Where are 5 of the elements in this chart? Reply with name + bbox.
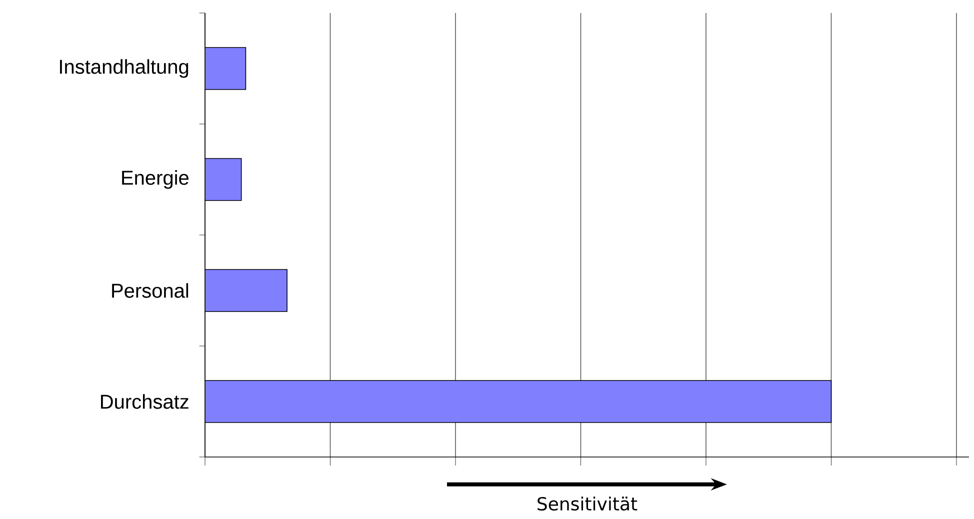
x-axis-title: Sensitivität — [538, 496, 638, 511]
y-tick-label: Instandhaltung — [60, 59, 188, 78]
y-tick-label: Personal — [112, 283, 188, 298]
y-tick-label: Energie — [122, 170, 188, 189]
y-tick-label: Durchsatz — [101, 394, 188, 409]
